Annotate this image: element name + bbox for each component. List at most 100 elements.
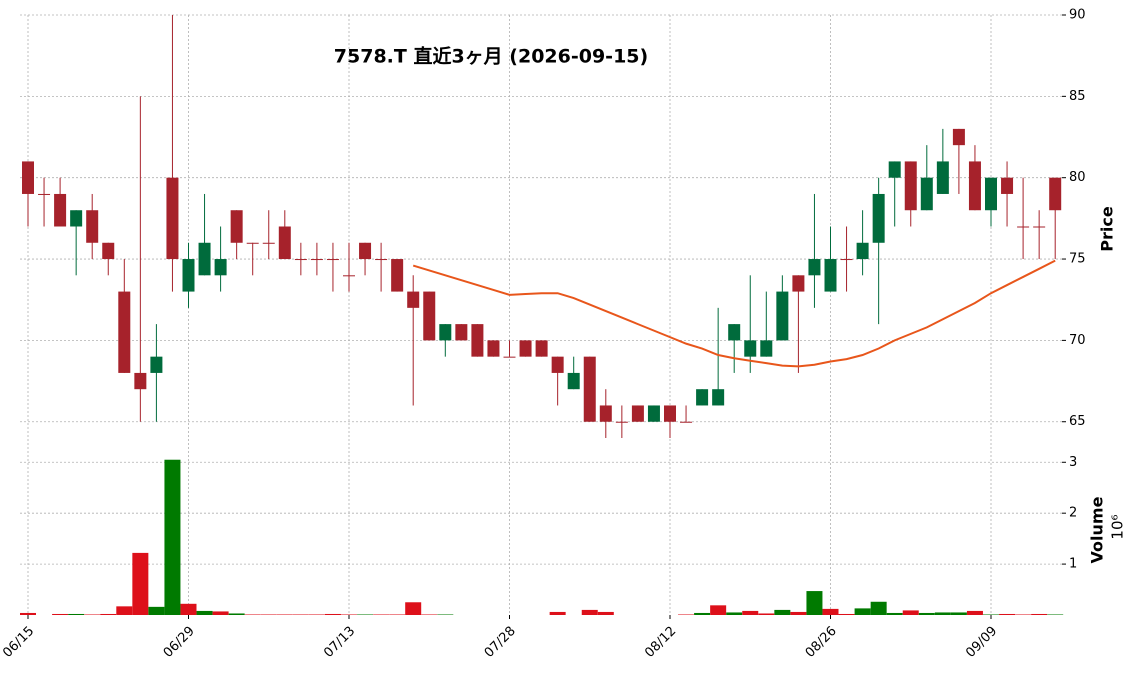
y2-tick-label: 2 bbox=[1069, 506, 1077, 521]
volume-bar bbox=[20, 612, 36, 615]
volume-bar bbox=[1031, 613, 1048, 615]
candle-body bbox=[760, 340, 773, 357]
volume-bar bbox=[437, 614, 454, 615]
y-tick-label: 70 bbox=[1069, 333, 1086, 348]
candle-body bbox=[519, 340, 532, 357]
candle-body bbox=[583, 356, 596, 422]
candle-body bbox=[1017, 226, 1030, 228]
candle-body bbox=[567, 372, 580, 390]
y-axis-label: Price bbox=[1098, 206, 1117, 252]
y-tick-label: 65 bbox=[1069, 414, 1086, 429]
candle-body bbox=[455, 324, 468, 341]
candle-body bbox=[310, 259, 323, 261]
candle-body bbox=[118, 291, 131, 373]
volume-bar bbox=[1047, 614, 1064, 615]
volume-bar bbox=[164, 459, 181, 615]
volume-bar bbox=[758, 613, 775, 615]
candle-body bbox=[856, 242, 869, 260]
y-tick-label: 80 bbox=[1069, 170, 1086, 185]
x-tick-label: 08/26 bbox=[803, 624, 840, 661]
volume-bar bbox=[260, 614, 277, 615]
candle-body bbox=[664, 405, 676, 422]
volume-bar bbox=[341, 614, 357, 615]
volume-bar bbox=[68, 613, 85, 615]
volume-bar bbox=[870, 601, 887, 615]
candle-body bbox=[214, 259, 227, 276]
volume-bar bbox=[421, 614, 438, 615]
volume-bar bbox=[581, 609, 598, 615]
volume-bar bbox=[854, 608, 871, 615]
x-tick-label: 07/28 bbox=[482, 624, 519, 661]
candle-body bbox=[647, 405, 660, 422]
candle-body bbox=[920, 177, 933, 211]
candle-body bbox=[262, 242, 275, 244]
candle-body bbox=[375, 259, 388, 261]
volume-bar bbox=[148, 606, 165, 615]
volume-bar bbox=[373, 614, 390, 615]
candle-body bbox=[888, 161, 901, 178]
volume-bar bbox=[918, 612, 935, 615]
volume-bar bbox=[838, 613, 855, 615]
x-tick-label: 07/13 bbox=[321, 624, 358, 661]
candle-body bbox=[824, 259, 837, 292]
candle-body bbox=[54, 193, 67, 227]
candle-body bbox=[952, 128, 965, 146]
candle-body bbox=[134, 372, 147, 390]
candle-body bbox=[391, 259, 404, 292]
volume-bar bbox=[790, 611, 807, 615]
volume-bar bbox=[983, 614, 999, 615]
volume-bar bbox=[966, 610, 983, 615]
candle-body bbox=[326, 259, 339, 261]
candle-body bbox=[968, 161, 981, 211]
candle-body bbox=[840, 259, 853, 261]
candle-body bbox=[1001, 177, 1014, 194]
candle-body bbox=[744, 340, 757, 357]
chart-title: 7578.T 直近3ヶ月 (2026-09-15) bbox=[334, 45, 648, 68]
candle-body bbox=[1033, 226, 1046, 228]
volume-bar bbox=[228, 613, 245, 615]
candle-body bbox=[631, 405, 644, 422]
candle-body bbox=[150, 356, 163, 373]
y2-tick-label: 1 bbox=[1069, 557, 1077, 572]
volume-bar bbox=[742, 610, 759, 615]
volume-bar bbox=[999, 613, 1016, 615]
candle-body bbox=[551, 356, 564, 373]
volume-bar bbox=[244, 614, 261, 615]
volume-bar bbox=[357, 614, 374, 615]
volume-bar bbox=[180, 603, 197, 615]
candle-body bbox=[182, 259, 195, 292]
candle-body bbox=[278, 226, 291, 260]
candle-body bbox=[359, 242, 372, 260]
candle-body bbox=[503, 356, 516, 358]
candle-body bbox=[728, 324, 741, 341]
volume-bar bbox=[694, 612, 711, 615]
x-tick-label: 06/29 bbox=[161, 624, 198, 661]
y-tick-label: 85 bbox=[1069, 89, 1086, 104]
candle-body bbox=[423, 291, 436, 341]
candle-body bbox=[936, 161, 949, 194]
y2-axis-label: Volume bbox=[1088, 496, 1107, 563]
candle-body bbox=[792, 275, 805, 292]
candle-body bbox=[407, 291, 420, 308]
y2-multiplier: 10⁶ bbox=[1109, 514, 1127, 539]
volume-bar bbox=[726, 612, 743, 615]
volume-bar bbox=[710, 605, 727, 615]
candle-body bbox=[22, 161, 34, 194]
candle-body bbox=[696, 389, 709, 406]
x-tick-label: 08/12 bbox=[642, 624, 679, 661]
volume-bar bbox=[52, 613, 69, 615]
volume-bar bbox=[389, 614, 406, 615]
candle-body bbox=[985, 177, 997, 211]
volume-bar bbox=[324, 613, 341, 615]
volume-bar bbox=[902, 610, 919, 615]
volume-bar bbox=[549, 611, 566, 615]
candle-body bbox=[599, 405, 612, 422]
candle-body bbox=[712, 389, 725, 406]
volume-bar bbox=[822, 608, 839, 615]
volume-bar bbox=[597, 611, 614, 615]
candle-body bbox=[166, 177, 179, 260]
candle-body bbox=[776, 291, 789, 341]
volume-bar bbox=[212, 611, 229, 615]
candle-body bbox=[439, 324, 452, 341]
volume-bar bbox=[934, 612, 951, 615]
